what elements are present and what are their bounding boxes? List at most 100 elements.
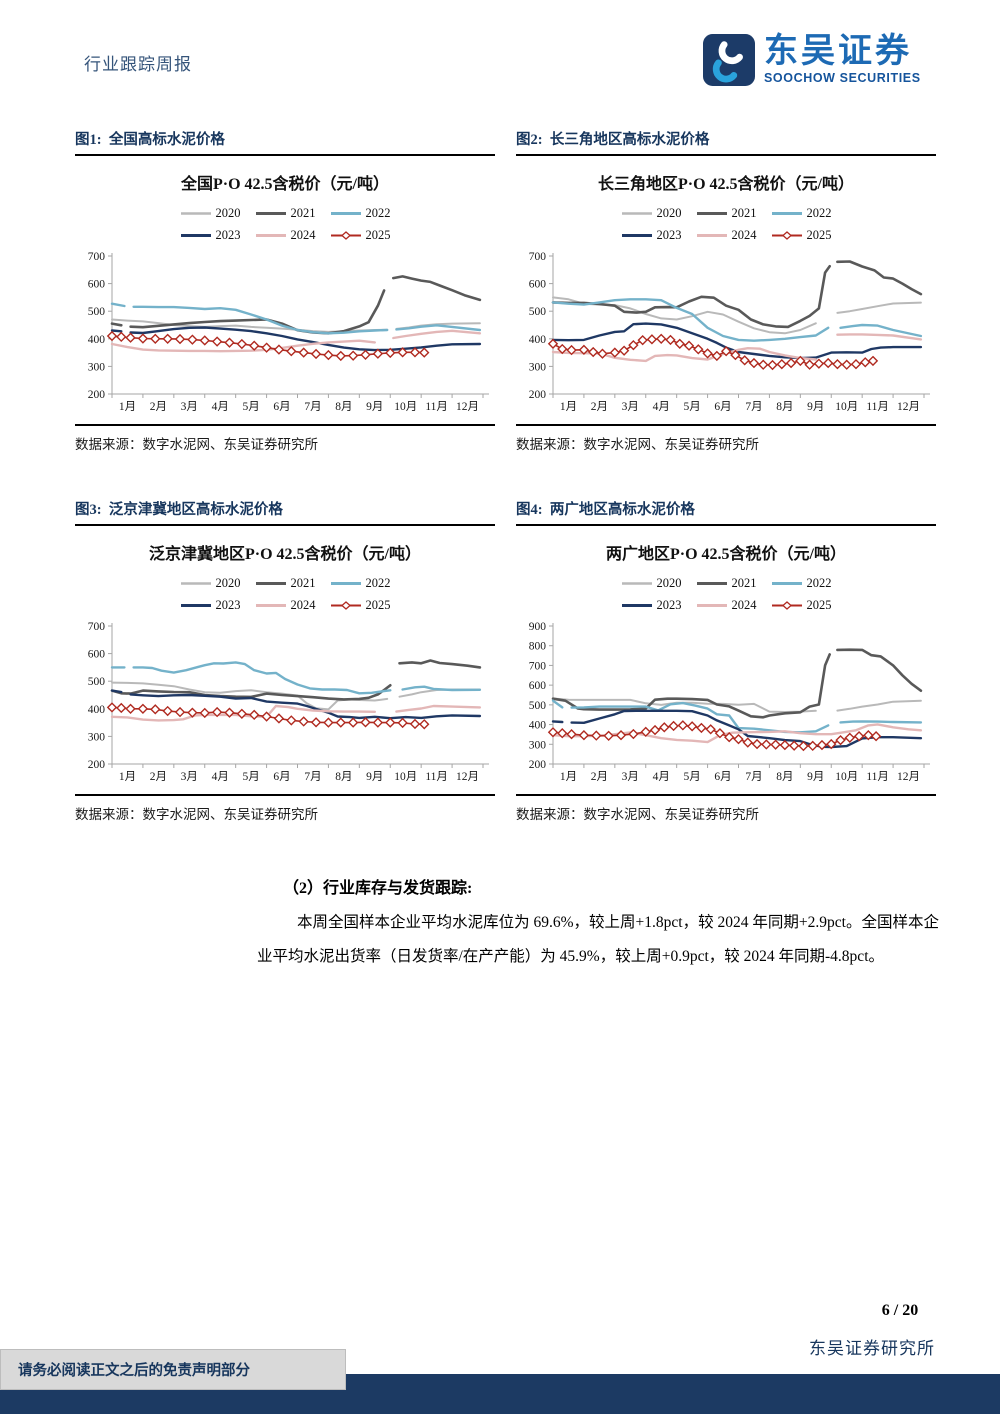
- svg-text:11月: 11月: [866, 771, 889, 783]
- legend-label: 2024: [731, 597, 757, 612]
- svg-text:1月: 1月: [560, 771, 577, 783]
- svg-text:10月: 10月: [394, 401, 417, 413]
- legend-row: 2023 2024 2025: [75, 224, 495, 246]
- legend-item-2025: 2025: [330, 228, 391, 243]
- legend-label: 2023: [215, 597, 241, 612]
- legend-swatch-2020: [180, 211, 211, 215]
- chart-4-data-source: 数据来源：数字水泥网、东吴证券研究所: [516, 807, 759, 822]
- divider: [516, 524, 936, 526]
- legend-swatch-2023: [180, 603, 211, 607]
- svg-text:300: 300: [529, 739, 547, 751]
- divider: [75, 524, 495, 526]
- legend-swatch-2025: [771, 600, 802, 610]
- svg-text:10月: 10月: [835, 771, 858, 783]
- chart-3-data-source: 数据来源：数字水泥网、东吴证券研究所: [75, 807, 318, 822]
- svg-text:6月: 6月: [714, 771, 731, 783]
- legend-label: 2022: [806, 205, 832, 220]
- legend-item-2025: 2025: [771, 598, 832, 613]
- svg-text:5月: 5月: [684, 771, 701, 783]
- legend-swatch-2024: [696, 603, 727, 607]
- svg-text:7月: 7月: [745, 771, 762, 783]
- figure-1: 图1: 全国高标水泥价格 全国P·O 42.5含税价（元/吨） 2020 2021…: [75, 128, 495, 453]
- legend-swatch-2022: [330, 211, 361, 215]
- legend-row: 2020 2021 2022: [516, 572, 936, 594]
- legend-label: 2023: [656, 597, 682, 612]
- chart-3-line-chart: 200 300 400 500 600 700 1月 2月 3月 4月 5月 6月 7月 8月 9月 10月 1…: [88, 621, 489, 783]
- disclaimer-text: 请务必阅读正文之后的免责声明部分: [18, 1363, 250, 1379]
- figure-2: 图2: 长三角地区高标水泥价格 长三角地区P·O 42.5含税价（元/吨） 20…: [516, 128, 936, 453]
- svg-text:8月: 8月: [335, 771, 352, 783]
- legend-swatch-2021: [255, 211, 286, 215]
- section-heading: （2）行业库存与发货跟踪:: [283, 880, 473, 897]
- svg-text:11月: 11月: [866, 401, 889, 413]
- legend-item-2023: 2023: [621, 228, 682, 243]
- divider: [75, 154, 495, 156]
- legend-label: 2022: [365, 575, 391, 590]
- svg-text:500: 500: [529, 306, 547, 318]
- legend-item-2025: 2025: [771, 228, 832, 243]
- legend-swatch-2023: [180, 233, 211, 237]
- legend-label: 2020: [215, 575, 241, 590]
- svg-text:800: 800: [529, 641, 547, 653]
- legend-item-2021: 2021: [696, 206, 757, 221]
- figure-4-caption: 图4: 两广地区高标水泥价格: [516, 502, 695, 518]
- svg-text:500: 500: [529, 700, 547, 712]
- svg-text:10月: 10月: [394, 771, 417, 783]
- disclaimer-notice: 请务必阅读正文之后的免责声明部分: [0, 1349, 346, 1390]
- svg-text:400: 400: [529, 334, 547, 346]
- legend-row: 2023 2024 2025: [75, 594, 495, 616]
- divider: [75, 794, 495, 796]
- legend-item-2024: 2024: [696, 598, 757, 613]
- legend-label: 2021: [731, 575, 757, 590]
- svg-text:4月: 4月: [653, 771, 670, 783]
- svg-text:700: 700: [529, 251, 547, 263]
- figure-3: 图3: 泛京津冀地区高标水泥价格 泛京津冀地区P·O 42.5含税价（元/吨） …: [75, 498, 495, 823]
- svg-text:3月: 3月: [622, 771, 639, 783]
- legend-item-2023: 2023: [180, 598, 241, 613]
- legend-item-2023: 2023: [621, 598, 682, 613]
- svg-text:7月: 7月: [745, 401, 762, 413]
- legend-swatch-2025: [330, 230, 361, 240]
- svg-text:7月: 7月: [304, 401, 321, 413]
- legend-item-2023: 2023: [180, 228, 241, 243]
- svg-text:400: 400: [529, 720, 547, 732]
- divider: [75, 424, 495, 426]
- legend-label: 2025: [806, 227, 832, 242]
- figure-1-caption: 图1: 全国高标水泥价格: [75, 132, 225, 148]
- chart-2-data-source: 数据来源：数字水泥网、东吴证券研究所: [516, 437, 759, 452]
- figure-2-caption: 图2: 长三角地区高标水泥价格: [516, 132, 710, 148]
- chart-1-legend: 2020 2021 2022 2023 2024 2025: [75, 202, 495, 246]
- legend-swatch-2024: [255, 233, 286, 237]
- divider: [516, 794, 936, 796]
- divider: [516, 424, 936, 426]
- legend-label: 2025: [365, 227, 391, 242]
- legend-row: 2020 2021 2022: [516, 202, 936, 224]
- svg-text:12月: 12月: [456, 771, 479, 783]
- legend-swatch-2020: [180, 581, 211, 585]
- svg-text:200: 200: [529, 759, 547, 771]
- svg-text:10月: 10月: [835, 401, 858, 413]
- chart-2-line-chart: 200 300 400 500 600 700 1月 2月 3月 4月 5月 6月 7月 8月 9月 10月 1…: [529, 251, 930, 413]
- legend-swatch-2024: [255, 603, 286, 607]
- svg-text:8月: 8月: [776, 401, 793, 413]
- legend-swatch-2020: [621, 581, 652, 585]
- svg-text:6月: 6月: [273, 771, 290, 783]
- legend-item-2025: 2025: [330, 598, 391, 613]
- svg-text:300: 300: [88, 731, 106, 743]
- svg-text:11月: 11月: [425, 401, 448, 413]
- legend-label: 2025: [806, 597, 832, 612]
- chart-1-title: 全国P·O 42.5含税价（元/吨）: [180, 176, 389, 193]
- legend-label: 2020: [656, 575, 682, 590]
- svg-text:400: 400: [88, 334, 106, 346]
- svg-text:300: 300: [529, 361, 547, 373]
- brand-name-en: SOOCHOW SECURITIES: [764, 71, 921, 85]
- legend-label: 2021: [290, 205, 316, 220]
- legend-swatch-2021: [696, 211, 727, 215]
- legend-label: 2024: [290, 227, 316, 242]
- legend-item-2021: 2021: [255, 206, 316, 221]
- svg-text:500: 500: [88, 306, 106, 318]
- svg-text:700: 700: [88, 621, 106, 633]
- legend-swatch-2025: [771, 230, 802, 240]
- legend-label: 2024: [290, 597, 316, 612]
- svg-text:3月: 3月: [181, 401, 198, 413]
